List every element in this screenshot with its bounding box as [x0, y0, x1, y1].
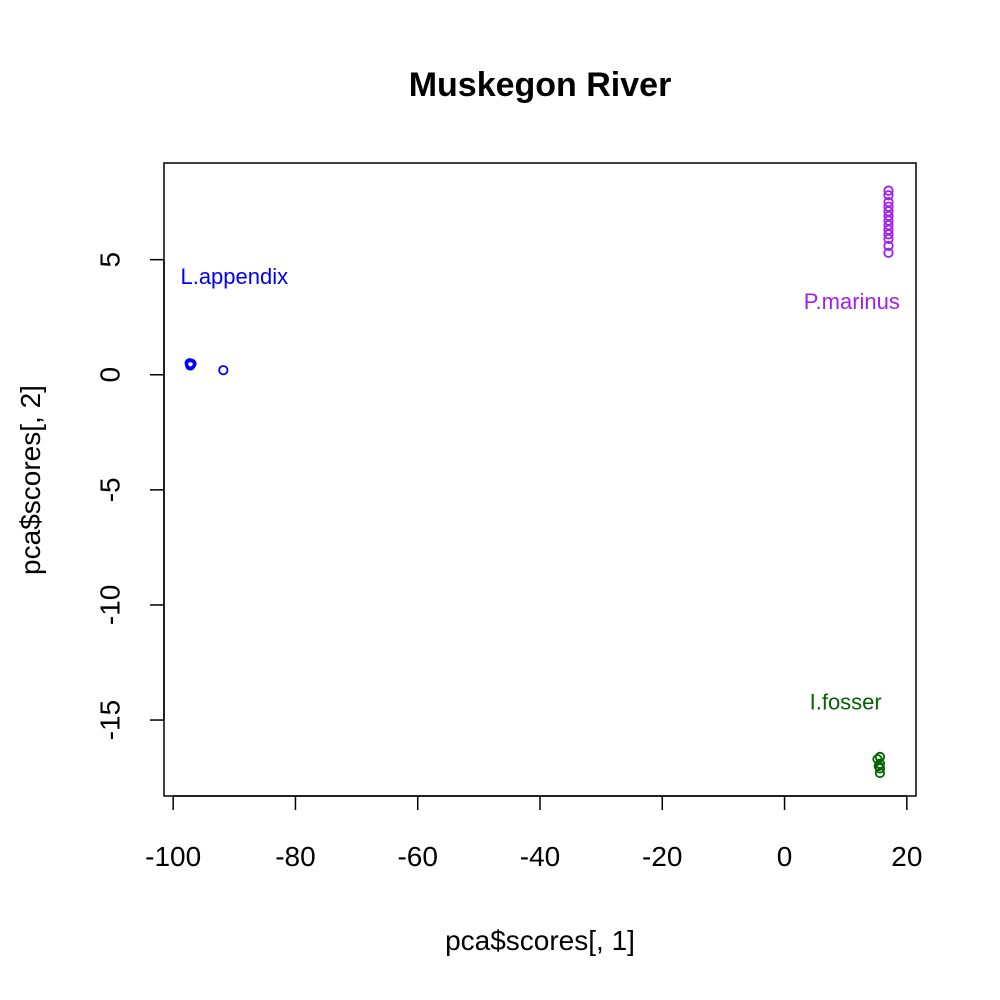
data-point [883, 229, 894, 240]
x-tick-label: -60 [397, 841, 437, 872]
x-tick-label: -40 [520, 841, 560, 872]
y-tick-label: -15 [94, 700, 125, 740]
data-point [218, 365, 229, 376]
x-tick-label: -100 [145, 841, 201, 872]
x-tick-label: 20 [891, 841, 922, 872]
x-axis-label: pca$scores[, 1] [445, 925, 635, 956]
data-points [184, 185, 894, 779]
y-tick-label: 5 [94, 252, 125, 268]
chart-title: Muskegon River [409, 66, 672, 104]
group-label: L.appendix [180, 264, 288, 289]
data-point [874, 751, 886, 762]
data-point [874, 767, 886, 779]
y-axis-label: pca$scores[, 2] [15, 385, 46, 575]
data-point [883, 240, 894, 251]
y-tick-label: 0 [94, 367, 125, 383]
plot-frame [163, 162, 917, 797]
y-tick-label: -10 [94, 585, 125, 625]
group-label: P.marinus [804, 289, 900, 314]
x-axis: -100 -80 -60 -40 -20 0 20 [145, 795, 922, 872]
data-point [883, 233, 894, 245]
data-point [883, 185, 894, 196]
data-point [883, 190, 894, 201]
x-tick-label: 0 [777, 841, 793, 872]
x-tick-label: -80 [275, 841, 315, 872]
y-axis: 5 0 -5 -10 -15 [94, 252, 165, 740]
group-annotations: L.appendix P.marinus I.fosser [180, 264, 899, 715]
data-point [873, 760, 884, 772]
data-point [186, 358, 197, 369]
group-label: I.fosser [810, 690, 882, 715]
y-tick-label: -5 [94, 477, 125, 502]
data-point [883, 247, 894, 258]
x-tick-label: -20 [642, 841, 682, 872]
